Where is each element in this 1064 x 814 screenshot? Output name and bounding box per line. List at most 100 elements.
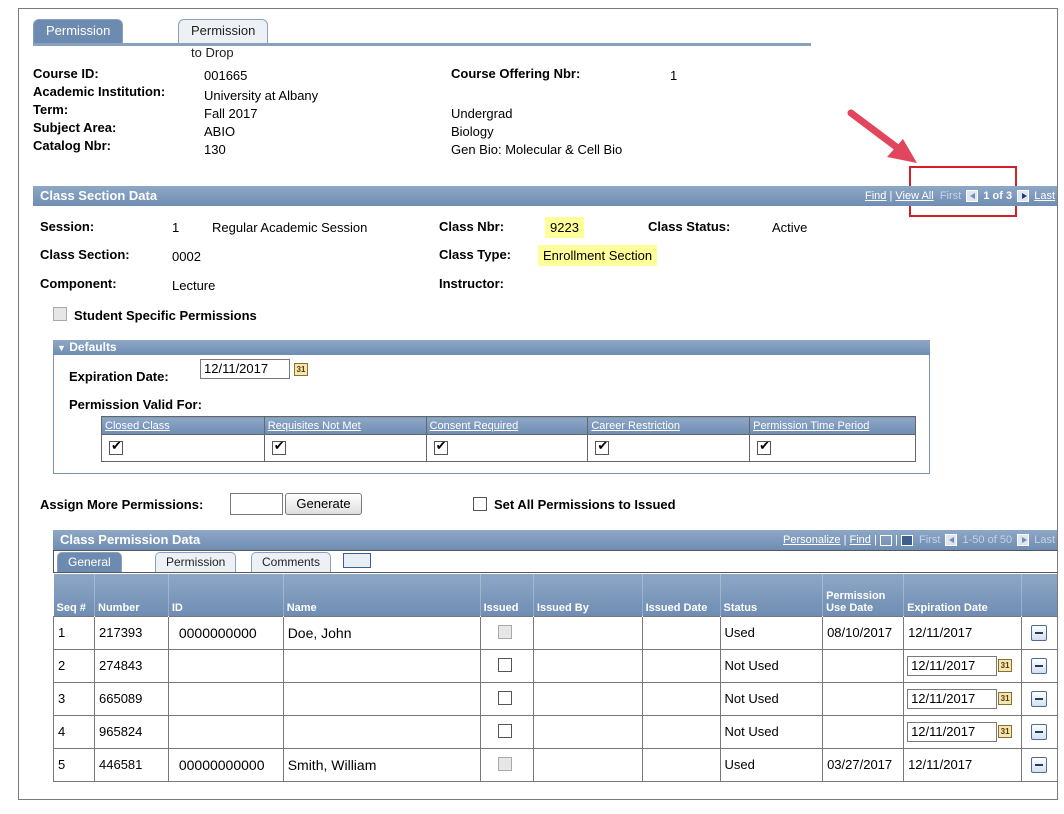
permission-valid-label: Permission Valid For: (69, 397, 202, 412)
class-section-value: 0002 (172, 249, 201, 264)
id-cell: 00000000000 (167, 747, 284, 782)
use-date-cell (822, 648, 905, 683)
subject-desc: Biology (451, 124, 494, 139)
expiration-input[interactable]: 12/11/2017 (907, 655, 998, 676)
view-all-link[interactable]: View All (895, 190, 934, 202)
delete-row-button[interactable] (1031, 756, 1047, 773)
valid-cell (263, 434, 427, 462)
col-requisites[interactable]: Requisites Not Met (263, 416, 427, 435)
use-date-cell: 08/10/2017 (822, 615, 905, 650)
tab-permission[interactable]: Permission (155, 552, 237, 572)
calendar-icon[interactable]: 31 (998, 658, 1013, 672)
status-cell: Not Used (719, 681, 824, 716)
issued-checkbox[interactable] (497, 657, 512, 672)
tab-general-info[interactable]: General Info (57, 552, 122, 587)
class-nbr-value: 9223 (545, 217, 584, 238)
permission-data-nav: Personalize | Find | | First 1-50 of 50 … (783, 534, 1055, 547)
student-specific-checkbox[interactable] (53, 307, 67, 321)
closed-class-checkbox[interactable] (109, 439, 123, 455)
col-consent[interactable]: Consent Required (425, 416, 589, 435)
tab-comments[interactable]: Comments (251, 552, 332, 572)
permission-table: Seq # Number ID Name Issued Issued By Is… (52, 574, 1057, 782)
col-time-period[interactable]: Permission Time Period (749, 416, 916, 435)
issued-date-cell (641, 681, 721, 716)
valid-cell (749, 434, 916, 462)
tab-permission-to-drop[interactable]: Permission to Drop (178, 19, 269, 60)
col-closed-class[interactable]: Closed Class (101, 416, 265, 435)
calendar-icon[interactable]: 31 (998, 691, 1013, 705)
class-nbr-label: Class Nbr: (439, 219, 505, 234)
class-status-value: Active (772, 220, 808, 235)
offering-label: Course Offering Nbr: (451, 66, 581, 81)
expiration-cell: 12/11/2017 31 (903, 714, 1022, 749)
action-cell (1021, 615, 1057, 650)
valid-cell (101, 434, 265, 462)
session-num: 1 (172, 220, 180, 235)
table-row: 5 446581 00000000000 Smith, William Used… (52, 747, 1057, 782)
delete-row-button[interactable] (1031, 624, 1047, 641)
seq-cell: 1 (52, 615, 96, 650)
set-all-issued-checkbox[interactable] (473, 497, 487, 511)
col-career[interactable]: Career Restriction (587, 416, 751, 435)
col-issued-date: Issued Date (642, 574, 721, 616)
find-link[interactable]: Find (849, 534, 871, 546)
delete-row-button[interactable] (1031, 723, 1047, 740)
prev-arrow-icon (945, 534, 958, 547)
institution-label: Academic Institution: (33, 84, 166, 99)
generate-button[interactable]: Generate (285, 493, 362, 515)
action-cell (1021, 681, 1057, 716)
issued-cell (479, 747, 534, 782)
number-cell: 217393 (94, 615, 169, 650)
last-link[interactable]: Last (1034, 190, 1055, 202)
expiration-input[interactable]: 12/11/2017 (907, 721, 998, 742)
row-count: 1-50 of 50 (962, 534, 1013, 546)
requisites-checkbox[interactable] (271, 439, 286, 455)
assign-more-input[interactable] (230, 493, 283, 515)
issued-checkbox[interactable] (497, 690, 512, 705)
tab-permission-to-add[interactable]: Permission to Add (33, 19, 124, 60)
seq-cell: 2 (52, 648, 96, 683)
delete-row-button[interactable] (1031, 657, 1047, 674)
next-arrow-icon[interactable] (1017, 190, 1030, 203)
status-cell: Not Used (719, 714, 824, 749)
expiration-cell: 12/11/2017 31 (903, 648, 1022, 683)
issued-checkbox[interactable] (497, 624, 512, 639)
calendar-icon[interactable]: 31 (294, 363, 308, 376)
show-all-columns-icon[interactable] (343, 553, 371, 568)
seq-cell: 5 (52, 747, 96, 782)
defaults-header[interactable]: ▼ Defaults (53, 340, 930, 355)
institution-value: University at Albany (204, 88, 319, 103)
calendar-icon[interactable]: 31 (998, 724, 1013, 738)
issued-date-cell (641, 714, 721, 749)
expiration-input[interactable]: 12/11/2017 (907, 688, 998, 709)
issued-cell (479, 714, 534, 749)
first-link: First (919, 534, 941, 546)
class-type-value: Enrollment Section (538, 245, 658, 266)
name-cell: Doe, John (282, 615, 481, 650)
consent-checkbox[interactable] (433, 439, 448, 455)
issued-by-cell (532, 747, 643, 782)
catalog-value: 130 (204, 142, 226, 157)
personalize-link[interactable]: Personalize (783, 534, 841, 546)
table-row: 3 665089 Not Used 12/11/2017 31 (52, 681, 1057, 716)
col-status: Status (720, 574, 824, 616)
use-date-cell (822, 714, 905, 749)
col-issued-by: Issued By (533, 574, 643, 616)
delete-row-button[interactable] (1031, 690, 1047, 707)
last-link: Last (1034, 534, 1055, 546)
download-grid-icon[interactable] (900, 534, 913, 546)
next-arrow-icon (1017, 534, 1030, 547)
class-section-header: Class Section Data Find | View All First… (33, 186, 1057, 206)
subject-label: Subject Area: (33, 120, 117, 135)
issued-cell (479, 648, 534, 683)
find-link[interactable]: Find (864, 190, 887, 202)
component-value: Lecture (172, 278, 216, 293)
expiration-date-input[interactable]: 12/11/2017 (200, 359, 290, 379)
issued-checkbox[interactable] (497, 723, 512, 738)
issued-checkbox[interactable] (497, 756, 512, 771)
catalog-desc: Gen Bio: Molecular & Cell Bio (451, 142, 623, 157)
time-period-checkbox[interactable] (757, 439, 772, 455)
col-use-date: Permission Use Date (822, 574, 905, 616)
zoom-icon[interactable] (879, 534, 892, 546)
career-checkbox[interactable] (595, 439, 610, 455)
